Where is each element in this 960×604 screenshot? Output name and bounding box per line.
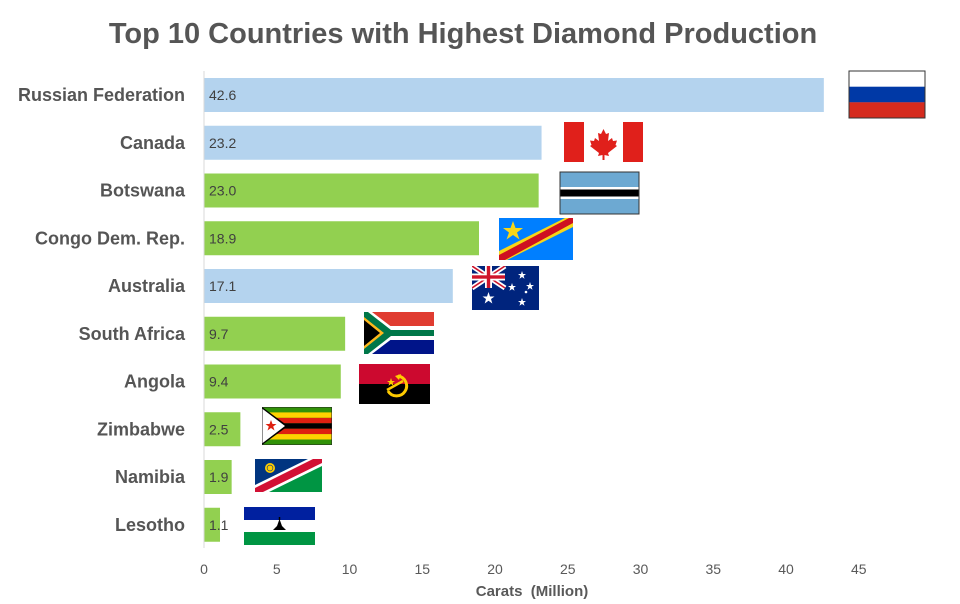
x-axis-label: Carats (Million) <box>476 583 589 600</box>
value-label-canada: 23.2 <box>209 135 236 151</box>
bar-canada <box>204 126 542 160</box>
russia-flag-icon <box>849 71 925 118</box>
category-label-south-africa: South Africa <box>79 324 186 344</box>
category-labels-group: Russian Federation Canada Botswana Congo De… <box>18 85 186 535</box>
value-label-congo-dem-rep: 18.9 <box>209 230 236 246</box>
value-label-south-africa: 9.7 <box>209 326 229 342</box>
category-label-congo-dem-rep: Congo Dem. Rep. <box>35 228 185 248</box>
x-tick-45: 45 <box>851 561 867 577</box>
bar-botswana <box>204 174 539 208</box>
botswana-flag-icon <box>560 172 639 214</box>
value-label-namibia: 1.9 <box>209 469 229 485</box>
x-tick-30: 30 <box>633 561 649 577</box>
category-label-angola: Angola <box>124 372 186 392</box>
chart-title: Top 10 Countries with Highest Diamond Pr… <box>109 18 817 50</box>
value-label-zimbabwe: 2.5 <box>209 421 229 437</box>
value-label-australia: 17.1 <box>209 278 236 294</box>
x-tick-0: 0 <box>200 561 208 577</box>
x-tick-35: 35 <box>705 561 721 577</box>
value-label-botswana: 23.0 <box>209 183 236 199</box>
australia-flag-icon <box>472 266 539 310</box>
value-label-lesotho: 1.1 <box>209 517 229 533</box>
category-label-canada: Canada <box>120 133 186 153</box>
bar-russian-federation <box>204 78 824 112</box>
chart: Top 10 Countries with Highest Diamond Pr… <box>0 0 960 604</box>
category-label-namibia: Namibia <box>115 467 186 487</box>
dr-congo-flag-icon <box>499 218 573 260</box>
bar-congo-dem-rep <box>204 221 479 255</box>
canada-flag-icon <box>564 122 643 162</box>
x-ticks-group: 0 5 10 15 20 25 30 35 40 45 <box>200 561 867 577</box>
category-label-zimbabwe: Zimbabwe <box>97 419 185 439</box>
value-label-angola: 9.4 <box>209 374 229 390</box>
angola-flag-icon <box>359 364 430 404</box>
south-africa-flag-icon <box>364 312 434 354</box>
category-label-australia: Australia <box>108 276 186 296</box>
lesotho-flag-icon <box>244 507 315 545</box>
x-tick-20: 20 <box>487 561 503 577</box>
x-tick-10: 10 <box>342 561 358 577</box>
x-tick-25: 25 <box>560 561 576 577</box>
category-label-russian-federation: Russian Federation <box>18 85 185 105</box>
namibia-flag-icon <box>255 459 322 492</box>
x-tick-40: 40 <box>778 561 794 577</box>
bar-australia <box>204 269 453 303</box>
x-tick-15: 15 <box>414 561 430 577</box>
category-label-lesotho: Lesotho <box>115 515 185 535</box>
x-tick-5: 5 <box>273 561 281 577</box>
value-label-russian-federation: 42.6 <box>209 87 236 103</box>
category-label-botswana: Botswana <box>100 181 186 201</box>
zimbabwe-flag-icon <box>262 407 332 445</box>
